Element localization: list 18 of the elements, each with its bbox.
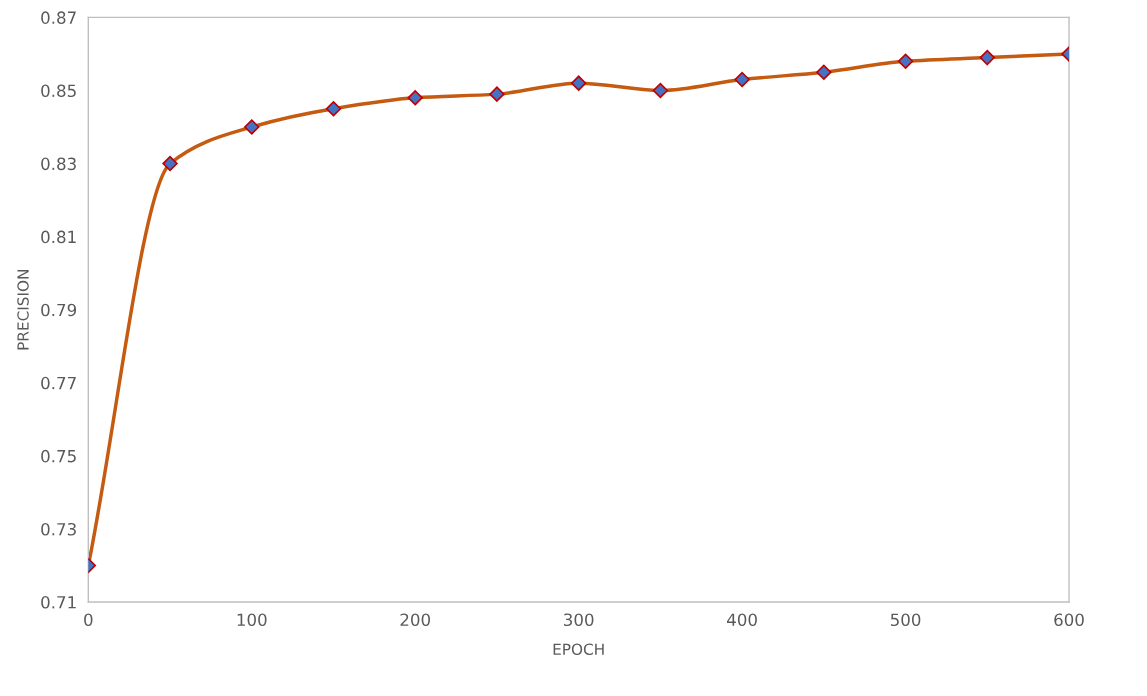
x-tick-label: 400 — [727, 613, 757, 627]
y-axis-title: PRECISION — [17, 270, 29, 350]
x-tick-label: 500 — [890, 613, 921, 627]
y-tick-label: 0.77 — [41, 376, 76, 390]
y-tick-label: 0.81 — [41, 230, 76, 244]
x-tick-label: 0 — [84, 613, 93, 627]
y-tick-label: 0.85 — [41, 84, 76, 98]
y-tick-label: 0.71 — [41, 596, 76, 609]
x-tick-label: 100 — [237, 613, 267, 627]
y-tick-label: 0.75 — [41, 449, 76, 463]
x-tick-label: 600 — [1054, 613, 1084, 627]
x-tick-label: 200 — [400, 613, 431, 627]
y-tick-label: 0.83 — [41, 157, 76, 171]
x-axis-title: EPOCH — [553, 643, 604, 655]
x-tick-label: 300 — [564, 613, 594, 627]
y-tick-label: 0.87 — [41, 11, 76, 24]
y-tick-label: 0.73 — [41, 522, 76, 536]
y-tick-label: 0.79 — [41, 303, 77, 317]
